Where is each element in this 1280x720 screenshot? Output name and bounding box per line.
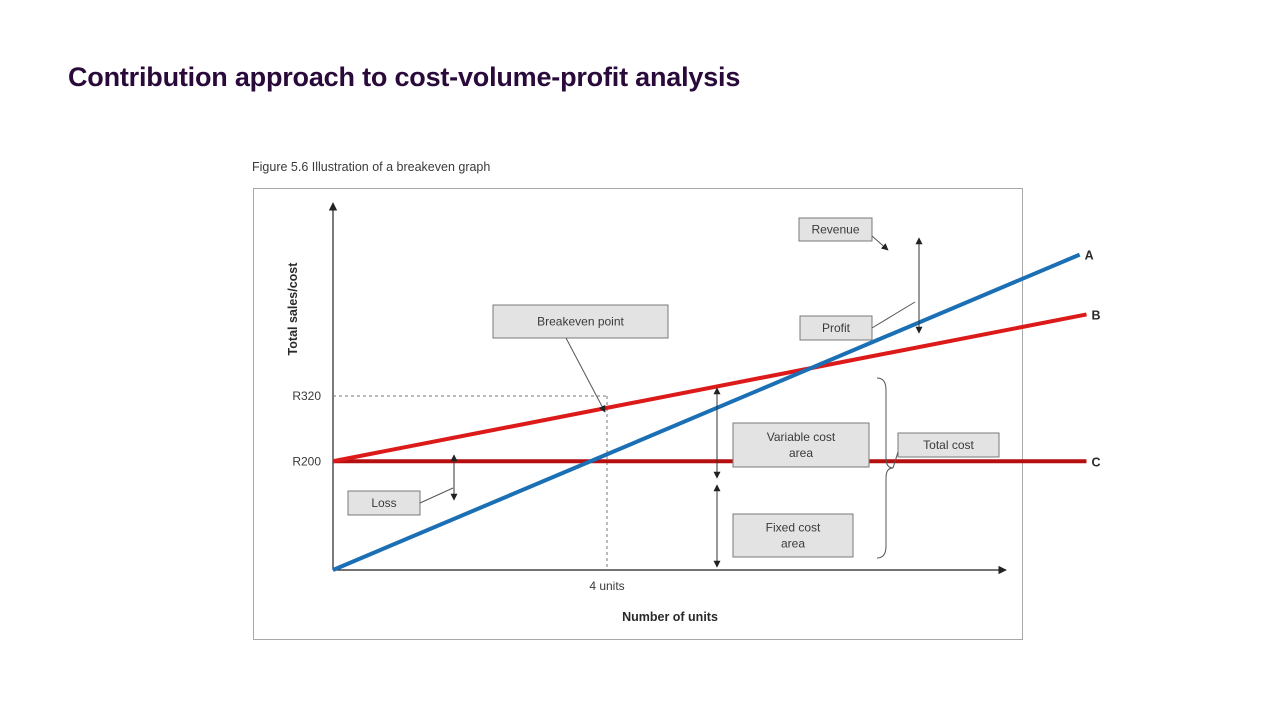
y-tick-label: R200 [292, 454, 321, 468]
series-line-B [332, 312, 1087, 464]
variable-cost-callout-label: area [789, 446, 813, 460]
series-label-B: B [1092, 308, 1101, 322]
figure-caption: Figure 5.6 Illustration of a breakeven g… [252, 160, 491, 174]
x-tick-label: 4 units [589, 579, 624, 593]
y-tick-label: R320 [292, 389, 321, 403]
profit-callout: Profit [799, 315, 873, 341]
series-label-A: A [1085, 249, 1094, 263]
fixed-cost-callout-box [732, 513, 854, 558]
variable-cost-callout-box [732, 422, 870, 468]
loss-callout-box [347, 490, 421, 516]
revenue-callout-box [798, 217, 873, 242]
variable-cost-callout-label: Variable cost [767, 430, 836, 444]
revenue-callout-label: Revenue [811, 223, 859, 237]
figure-frame [253, 188, 1023, 640]
total-cost-leader [892, 451, 899, 469]
fixed-cost-callout-label: Fixed cost [766, 521, 821, 535]
variable-cost-callout: Variable cost area [732, 422, 870, 468]
total-cost-callout: Total cost [897, 432, 1000, 458]
series-label-C: C [1092, 455, 1101, 469]
series-line-A [332, 252, 1081, 572]
total-cost-callout-box [897, 432, 1000, 458]
revenue-leader [871, 235, 889, 251]
breakeven-callout-label: Breakeven point [537, 315, 624, 329]
fixed-cost-callout: Fixed cost area [732, 513, 854, 558]
revenue-callout: Revenue [798, 217, 873, 242]
profit-callout-label: Profit [822, 321, 851, 335]
slide-title: Contribution approach to cost-volume-pro… [68, 62, 741, 92]
fixed-cost-callout-label: area [781, 537, 805, 551]
loss-leader [419, 487, 454, 504]
total-cost-brace [876, 377, 894, 559]
loss-callout-label: Loss [371, 496, 396, 510]
total-cost-callout-label: Total cost [923, 438, 974, 452]
x-axis-title: Number of units [622, 610, 718, 624]
y-axis-title: Total sales/cost [286, 262, 300, 356]
profit-leader [871, 301, 916, 329]
breakeven-callout-box [492, 304, 669, 339]
loss-callout: Loss [347, 490, 421, 516]
breakeven-callout: Breakeven point [492, 304, 669, 339]
breakeven-leader [565, 337, 606, 413]
